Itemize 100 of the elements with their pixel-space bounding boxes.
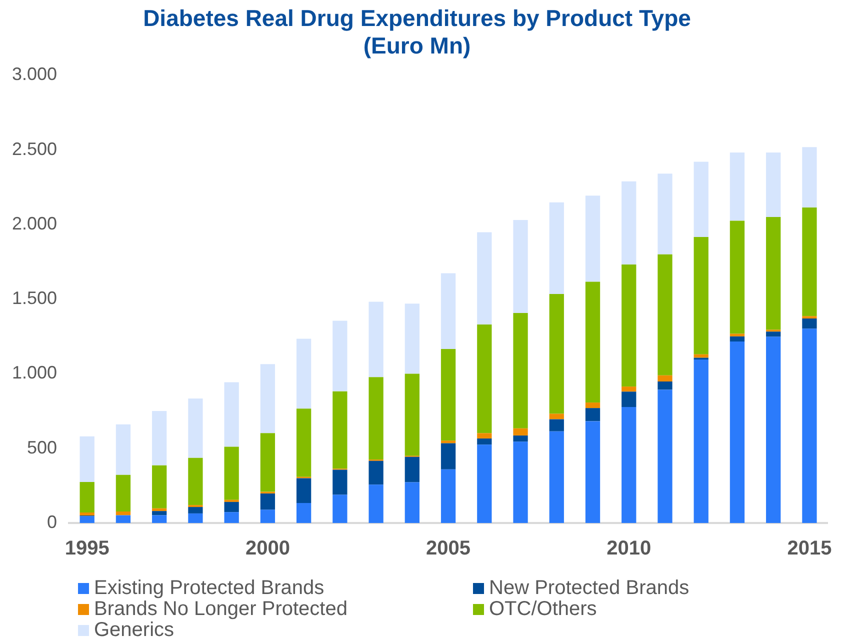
bar [260,433,276,492]
bar [802,207,817,316]
bar [585,282,600,403]
bar [658,254,672,376]
bar [152,515,167,523]
bar [730,341,745,523]
legend-label: Existing Protected Brands [94,577,324,599]
bar [332,494,348,523]
bar [260,493,276,510]
bar [440,443,456,470]
bar [440,469,456,523]
y-tick-label: 2.500 [12,138,58,159]
bar [80,436,94,482]
bar [549,414,564,420]
bar [585,408,600,422]
legend-label: Generics [94,619,174,641]
bar [80,482,94,513]
bar [116,424,131,475]
bar [404,482,420,523]
bar [766,152,781,218]
bar [224,382,239,447]
bar [296,478,312,503]
bar [152,411,167,466]
y-tick-label: 500 [26,437,58,458]
bar [513,428,528,436]
bar [730,220,745,334]
bar [766,332,781,337]
bar [585,402,600,408]
bar [296,408,312,477]
bar [477,433,492,439]
bar [802,318,817,329]
bar [658,174,672,254]
bar [188,507,203,514]
bar [152,508,167,512]
legend-label: New Protected Brands [489,577,690,599]
bar [513,220,528,313]
bar [766,336,781,523]
bar [477,232,492,324]
y-tick-label: 2.000 [12,213,58,234]
bar [80,516,94,523]
bar [766,217,781,330]
y-tick-label: 1.500 [12,288,58,308]
bar [802,316,817,319]
x-tick-label: 2015 [787,538,832,560]
bar [368,460,384,485]
bar [694,162,708,238]
bar [152,465,167,508]
bar [730,334,745,336]
bar [152,511,167,516]
bar [440,440,456,444]
bar [260,364,276,434]
bar [116,474,131,512]
bar [622,264,636,387]
text: (Euro Mn) [363,32,471,59]
x-tick-label: 1995 [64,538,110,560]
bar [730,336,745,342]
x-tick-label: 2005 [426,538,471,560]
x-tick-label: 2000 [245,538,290,560]
bar [224,512,239,523]
bar [404,456,420,482]
bar [549,419,564,432]
bar [658,375,672,382]
bar [224,446,239,500]
bar [658,381,672,390]
bar [404,374,420,456]
y-tick-label: 1.000 [12,362,58,383]
bar [440,348,456,441]
bar [477,324,492,434]
bar [477,438,492,445]
bar [694,237,708,354]
text: Diabetes Real Drug Expenditures by Product Type [143,5,691,32]
bar [513,436,528,442]
legend-label: OTC/Others [489,598,597,620]
bar [260,510,276,523]
legend-label: Brands No Longer Protected [94,598,348,620]
bar [730,152,745,221]
bar [694,360,708,523]
bar [440,273,456,349]
bar [332,320,348,392]
bar [802,328,817,523]
bar [658,390,672,523]
bar [404,304,420,374]
bar [802,147,817,208]
bar [694,354,708,358]
bar [296,503,312,523]
bar [116,515,131,523]
bar [188,398,203,458]
bar [549,431,564,523]
bar [622,407,636,523]
bar [622,386,636,392]
bar [368,377,384,460]
bar [188,513,203,523]
bar [477,444,492,523]
bar [513,312,528,428]
bar [296,338,312,409]
bar [622,181,636,264]
bar [585,421,600,523]
bar [585,196,600,282]
bar [332,470,348,495]
bar [513,442,528,523]
